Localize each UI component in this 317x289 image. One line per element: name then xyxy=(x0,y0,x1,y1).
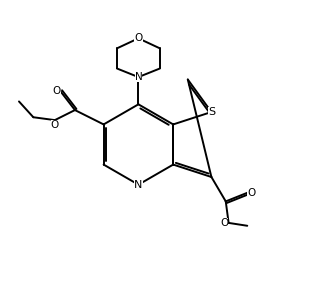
Text: S: S xyxy=(208,107,215,117)
Text: O: O xyxy=(134,33,143,43)
Text: N: N xyxy=(134,180,143,190)
Text: O: O xyxy=(220,218,229,228)
Text: N: N xyxy=(134,72,142,82)
Text: O: O xyxy=(51,120,59,130)
Text: O: O xyxy=(247,188,255,198)
Text: O: O xyxy=(53,86,61,97)
